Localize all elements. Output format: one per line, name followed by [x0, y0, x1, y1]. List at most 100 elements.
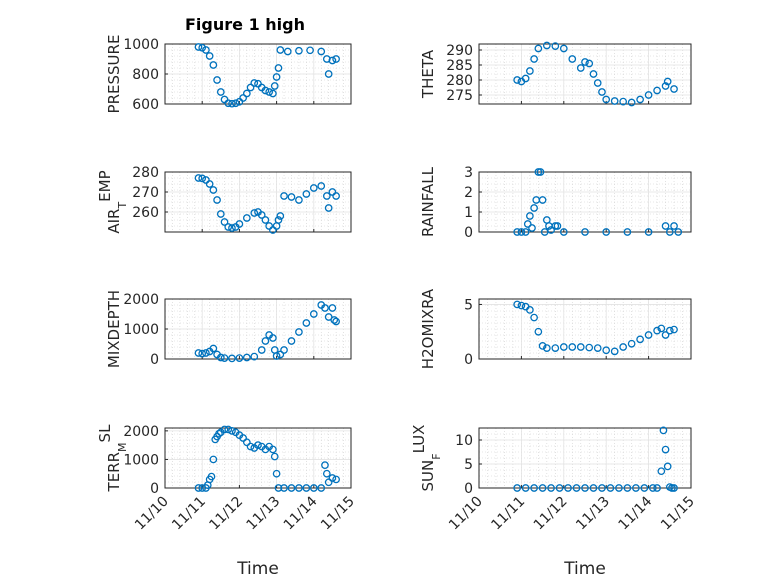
data-point: [231, 99, 240, 108]
data-point: [661, 222, 670, 230]
data-point: [665, 326, 674, 335]
data-point: [542, 344, 551, 352]
data-point: [280, 346, 288, 354]
data-point: [261, 216, 270, 224]
data-point: [235, 354, 244, 362]
data-point: [280, 484, 288, 492]
data-point: [576, 64, 585, 72]
y-axis-label: RAINFALL: [419, 166, 437, 237]
data-point: [538, 484, 547, 492]
data-point: [553, 222, 562, 230]
data-point: [220, 354, 229, 362]
y-tick-label: 0: [464, 352, 473, 368]
y-tick-label: 280: [132, 165, 159, 181]
data-point: [632, 484, 640, 492]
data-point: [640, 484, 649, 492]
y-axis-label: H2OMIXRA: [419, 288, 437, 369]
data-point: [287, 337, 296, 345]
y-tick-label: 3: [464, 165, 473, 181]
data-point: [598, 484, 606, 492]
y-tick-label: 1000: [123, 452, 159, 468]
data-point: [657, 324, 666, 333]
data-point: [205, 180, 214, 188]
data-point: [661, 82, 670, 90]
data-point: [593, 344, 602, 352]
data-point: [598, 88, 606, 96]
data-point: [321, 304, 329, 312]
data-point: [665, 228, 674, 236]
data-point: [534, 327, 543, 336]
data-point: [615, 484, 623, 492]
data-point: [269, 334, 277, 342]
data-point: [332, 192, 340, 200]
data-point: [302, 190, 311, 198]
data-point: [551, 42, 560, 50]
data-point: [246, 442, 255, 451]
data-point: [228, 224, 236, 232]
data-point: [239, 434, 247, 442]
data-point: [216, 353, 225, 362]
y-axis-label: THETA: [419, 49, 437, 99]
data-point: [228, 354, 236, 363]
data-point: [216, 88, 225, 96]
data-point: [542, 41, 551, 50]
data-point: [224, 425, 233, 434]
data-point: [530, 484, 538, 492]
data-point: [269, 89, 277, 98]
y-axis-label-main: MIXDEPTH: [105, 290, 123, 368]
y-tick-label: 0: [150, 352, 159, 368]
data-point: [589, 70, 598, 78]
data-point: [328, 474, 337, 482]
data-point: [215, 429, 223, 438]
data-point: [302, 319, 311, 327]
y-axis-label-suffix: LUX: [410, 425, 428, 454]
data-point: [317, 484, 326, 492]
y-tick-label: 285: [446, 58, 473, 74]
data-point: [274, 64, 283, 72]
data-point: [627, 98, 636, 107]
y-tick-label: 270: [132, 185, 159, 201]
data-point: [309, 484, 318, 492]
y-tick-label: 5: [464, 457, 473, 473]
axes-frame: [478, 427, 692, 489]
data-point: [224, 99, 233, 108]
data-point: [657, 467, 666, 476]
data-point: [242, 89, 251, 98]
data-point: [585, 343, 594, 352]
data-point: [559, 343, 568, 351]
y-axis-label-subscript: F: [430, 453, 443, 459]
data-point: [670, 85, 678, 93]
data-point: [276, 350, 285, 359]
y-axis-label-suffix: SL: [96, 424, 114, 443]
data-point: [309, 184, 318, 192]
data-point: [242, 353, 251, 362]
data-point: [602, 346, 611, 355]
y-axis-label-main: TERR: [105, 452, 123, 493]
data-point: [207, 472, 216, 481]
data-point: [513, 228, 522, 236]
data-point: [213, 76, 221, 84]
data-point: [521, 484, 530, 492]
y-axis-label: MIXDEPTH: [105, 290, 123, 368]
data-point: [521, 228, 530, 236]
data-point: [242, 214, 251, 222]
data-point: [228, 427, 236, 435]
data-point: [670, 222, 678, 230]
y-tick-label: 10: [455, 433, 473, 449]
data-point: [530, 55, 538, 63]
data-point: [324, 478, 333, 487]
y-tick-label: 1000: [123, 322, 159, 338]
data-point: [274, 216, 283, 224]
data-point: [235, 220, 244, 228]
y-axis-label: AIRTEMP: [96, 170, 129, 233]
axes-frame: [478, 298, 692, 360]
data-point: [322, 469, 331, 478]
data-point: [653, 86, 661, 95]
data-point: [242, 438, 251, 447]
data-point: [257, 211, 266, 219]
data-point: [328, 304, 337, 312]
data-point: [321, 461, 329, 469]
subplot-right-2: 0 1 2 3 RAINFALL: [419, 165, 692, 241]
